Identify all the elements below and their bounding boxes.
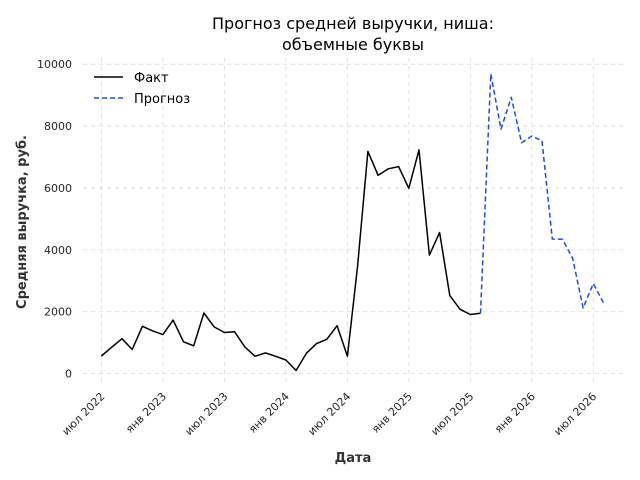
- legend-label-forecast: Прогноз: [134, 92, 190, 107]
- x-tick-label: июл 2023: [182, 390, 230, 438]
- y-tick-label: 10000: [37, 58, 72, 71]
- x-tick-label: янв 2023: [123, 390, 169, 436]
- series-line-forecast: [479, 73, 605, 314]
- x-tick-label: янв 2026: [492, 390, 538, 436]
- x-axis-ticks: июл 2022 янв 2023 июл 2023 янв 2024 июл 2024…: [60, 390, 600, 438]
- y-tick-label: 6000: [44, 182, 72, 195]
- y-tick-label: 0: [65, 368, 72, 381]
- y-tick-label: 8000: [44, 120, 72, 133]
- chart-title-line-1: Прогноз средней выручки, ниша:: [212, 14, 494, 33]
- y-axis-label: Средняя выручка, руб.: [15, 135, 30, 309]
- x-tick-label: июл 2025: [428, 390, 476, 438]
- x-tick-label: янв 2025: [369, 390, 415, 436]
- series-lines: [100, 73, 605, 372]
- x-axis-label: Дата: [335, 451, 372, 466]
- x-tick-label: июл 2026: [551, 390, 599, 438]
- y-tick-label: 2000: [44, 306, 72, 319]
- x-tick-label: июл 2024: [305, 390, 353, 438]
- x-tick-label: янв 2024: [246, 390, 292, 436]
- y-axis-ticks: 0 2000 4000 6000 8000 10000: [37, 58, 72, 380]
- x-tick-label: июл 2022: [60, 390, 108, 438]
- series-line-fact: [100, 149, 481, 372]
- grid: [83, 58, 624, 386]
- y-tick-label: 4000: [44, 244, 72, 257]
- legend-label-fact: Факт: [134, 71, 169, 86]
- legend: Факт Прогноз: [94, 71, 190, 107]
- chart-title-line-2: объемные буквы: [282, 35, 424, 54]
